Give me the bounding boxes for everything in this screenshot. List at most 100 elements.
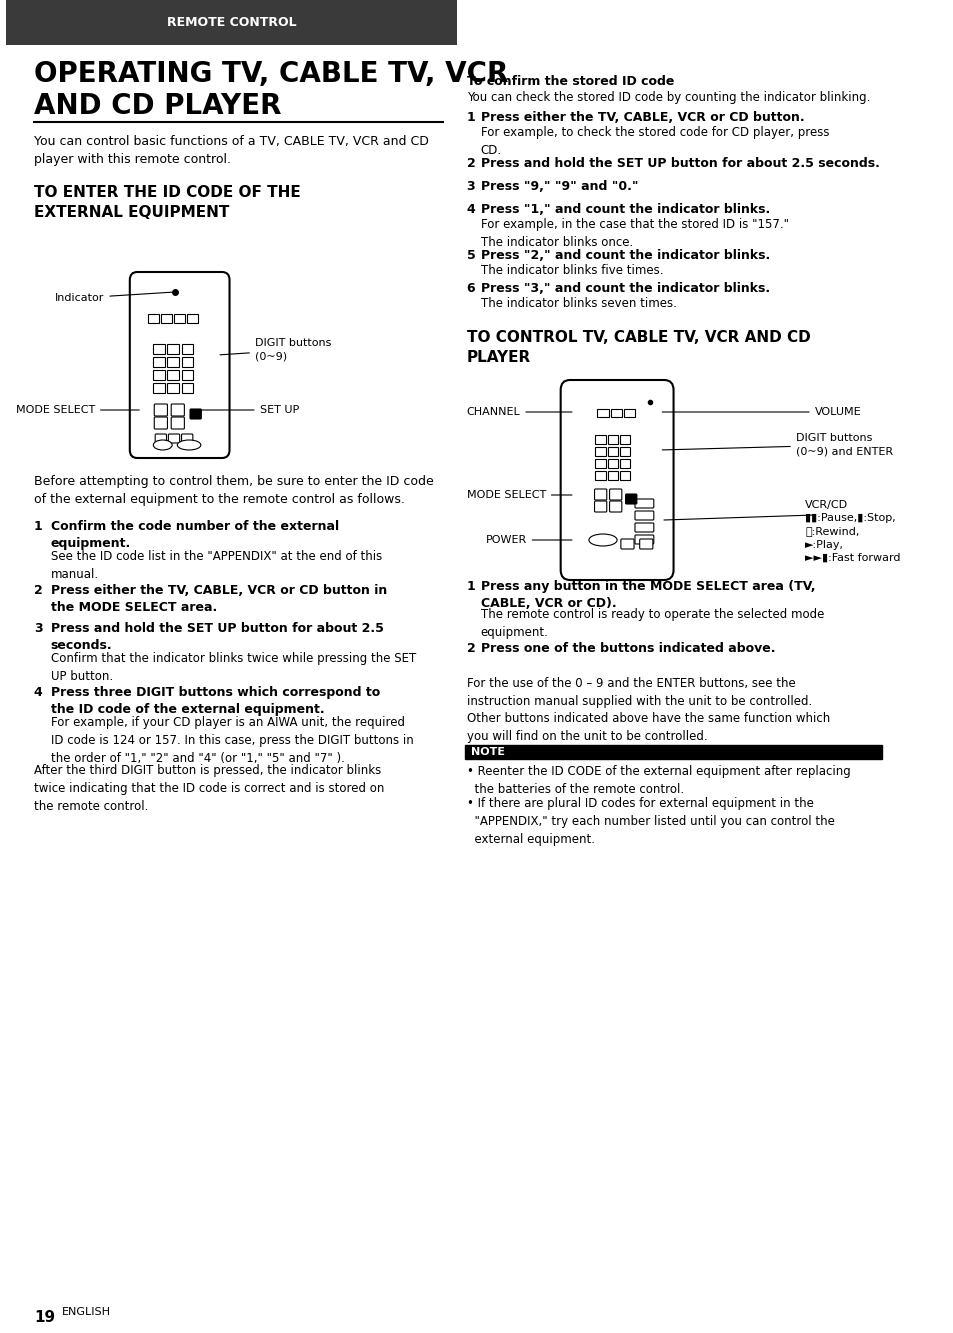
Text: CHANNEL: CHANNEL (466, 407, 572, 417)
Text: 3: 3 (33, 623, 43, 635)
Text: AND CD PLAYER: AND CD PLAYER (33, 92, 281, 120)
Text: VCR/CD
▮▮:Pause,▮:Stop,
⧗:Rewind,
►:Play,
►►▮:Fast forward: VCR/CD ▮▮:Pause,▮:Stop, ⧗:Rewind, ►:Play… (804, 500, 900, 563)
FancyBboxPatch shape (594, 501, 606, 512)
FancyBboxPatch shape (168, 357, 178, 367)
FancyBboxPatch shape (130, 272, 230, 459)
FancyBboxPatch shape (154, 417, 168, 429)
Text: You can check the stored ID code by counting the indicator blinking.: You can check the stored ID code by coun… (466, 91, 869, 104)
Text: REMOTE CONTROL: REMOTE CONTROL (167, 16, 296, 28)
FancyBboxPatch shape (171, 404, 184, 416)
FancyBboxPatch shape (168, 383, 178, 393)
FancyBboxPatch shape (161, 315, 172, 323)
FancyBboxPatch shape (609, 501, 621, 512)
Text: NOTE: NOTE (471, 746, 505, 757)
Text: The indicator blinks five times.: The indicator blinks five times. (480, 264, 662, 277)
FancyBboxPatch shape (607, 459, 618, 468)
Text: Press "9," "9" and "0.": Press "9," "9" and "0." (480, 180, 638, 193)
FancyBboxPatch shape (181, 435, 193, 443)
FancyBboxPatch shape (181, 371, 193, 380)
FancyBboxPatch shape (635, 511, 653, 520)
FancyBboxPatch shape (609, 489, 621, 500)
Text: 1: 1 (466, 111, 475, 124)
Ellipse shape (588, 535, 617, 547)
FancyBboxPatch shape (153, 357, 165, 367)
FancyBboxPatch shape (153, 344, 165, 355)
FancyBboxPatch shape (154, 404, 168, 416)
Text: Confirm the code number of the external
equipment.: Confirm the code number of the external … (51, 520, 338, 551)
Text: MODE SELECT: MODE SELECT (16, 405, 139, 415)
Text: OPERATING TV, CABLE TV, VCR: OPERATING TV, CABLE TV, VCR (33, 60, 508, 88)
Text: For example, in the case that the stored ID is "157."
The indicator blinks once.: For example, in the case that the stored… (480, 219, 788, 249)
Text: 5: 5 (466, 249, 475, 263)
FancyBboxPatch shape (639, 539, 652, 549)
Text: TO ENTER THE ID CODE OF THE
EXTERNAL EQUIPMENT: TO ENTER THE ID CODE OF THE EXTERNAL EQU… (33, 185, 300, 220)
Text: Press three DIGIT buttons which correspond to
the ID code of the external equipm: Press three DIGIT buttons which correspo… (51, 686, 379, 716)
Text: 4: 4 (466, 203, 475, 216)
Text: Indicator: Indicator (55, 292, 172, 303)
Text: For example, to check the stored code for CD player, press
CD.: For example, to check the stored code fo… (480, 127, 828, 157)
FancyBboxPatch shape (168, 435, 179, 443)
FancyBboxPatch shape (560, 380, 673, 580)
FancyBboxPatch shape (173, 315, 185, 323)
FancyBboxPatch shape (595, 459, 605, 468)
Text: ENGLISH: ENGLISH (62, 1306, 111, 1317)
FancyBboxPatch shape (635, 499, 653, 508)
FancyBboxPatch shape (635, 535, 653, 544)
Text: After the third DIGIT button is pressed, the indicator blinks
twice indicating t: After the third DIGIT button is pressed,… (33, 764, 384, 813)
Text: The indicator blinks seven times.: The indicator blinks seven times. (480, 297, 676, 311)
FancyBboxPatch shape (623, 409, 635, 417)
FancyBboxPatch shape (607, 471, 618, 480)
Text: Press either the TV, CABLE, VCR or CD button.: Press either the TV, CABLE, VCR or CD bu… (480, 111, 803, 124)
FancyBboxPatch shape (148, 315, 159, 323)
FancyBboxPatch shape (635, 523, 653, 532)
FancyBboxPatch shape (607, 435, 618, 444)
Text: Press either the TV, CABLE, VCR or CD button in
the MODE SELECT area.: Press either the TV, CABLE, VCR or CD bu… (51, 584, 387, 615)
Text: See the ID code list in the "APPENDIX" at the end of this
manual.: See the ID code list in the "APPENDIX" a… (51, 551, 381, 581)
FancyBboxPatch shape (595, 447, 605, 456)
Text: TO CONTROL TV, CABLE TV, VCR AND CD
PLAYER: TO CONTROL TV, CABLE TV, VCR AND CD PLAY… (466, 331, 809, 365)
FancyBboxPatch shape (6, 0, 456, 45)
Text: For example, if your CD player is an AIWA unit, the required
ID code is 124 or 1: For example, if your CD player is an AIW… (51, 716, 413, 765)
Text: 2: 2 (33, 584, 43, 597)
FancyBboxPatch shape (181, 383, 193, 393)
Text: Before attempting to control them, be sure to enter the ID code
of the external : Before attempting to control them, be su… (33, 475, 434, 507)
FancyBboxPatch shape (181, 357, 193, 367)
Text: MODE SELECT: MODE SELECT (466, 491, 572, 500)
Text: SET UP: SET UP (199, 405, 298, 415)
FancyBboxPatch shape (171, 417, 184, 429)
Text: Press any button in the MODE SELECT area (TV,
CABLE, VCR or CD).: Press any button in the MODE SELECT area… (480, 580, 815, 611)
Text: Other buttons indicated above have the same function which
you will find on the : Other buttons indicated above have the s… (466, 712, 829, 742)
FancyBboxPatch shape (168, 344, 178, 355)
FancyBboxPatch shape (597, 409, 608, 417)
FancyBboxPatch shape (187, 315, 198, 323)
FancyBboxPatch shape (464, 745, 882, 758)
FancyBboxPatch shape (168, 371, 178, 380)
Ellipse shape (153, 440, 172, 451)
FancyBboxPatch shape (619, 447, 630, 456)
Text: The remote control is ready to operate the selected mode
equipment.: The remote control is ready to operate t… (480, 608, 823, 639)
Text: • Reenter the ID CODE of the external equipment after replacing
  the batteries : • Reenter the ID CODE of the external eq… (466, 765, 849, 796)
Text: 19: 19 (33, 1310, 55, 1325)
FancyBboxPatch shape (190, 409, 201, 419)
FancyBboxPatch shape (619, 459, 630, 468)
Text: For the use of the 0 – 9 and the ENTER buttons, see the
instruction manual suppl: For the use of the 0 – 9 and the ENTER b… (466, 677, 811, 708)
Text: Press "3," and count the indicator blinks.: Press "3," and count the indicator blink… (480, 283, 769, 295)
Text: Press "1," and count the indicator blinks.: Press "1," and count the indicator blink… (480, 203, 769, 216)
Text: Press and hold the SET UP button for about 2.5 seconds.: Press and hold the SET UP button for abo… (480, 157, 879, 171)
FancyBboxPatch shape (181, 344, 193, 355)
Text: Confirm that the indicator blinks twice while pressing the SET
UP button.: Confirm that the indicator blinks twice … (51, 652, 416, 682)
FancyBboxPatch shape (619, 471, 630, 480)
Ellipse shape (177, 440, 201, 451)
Text: 2: 2 (466, 157, 475, 171)
Text: Press "2," and count the indicator blinks.: Press "2," and count the indicator blink… (480, 249, 769, 263)
FancyBboxPatch shape (625, 495, 637, 504)
Text: DIGIT buttons
(0~9) and ENTER: DIGIT buttons (0~9) and ENTER (661, 433, 892, 457)
Text: You can control basic functions of a TV, CABLE TV, VCR and CD
player with this r: You can control basic functions of a TV,… (33, 135, 428, 167)
Text: VOLUME: VOLUME (661, 407, 861, 417)
Text: POWER: POWER (485, 535, 572, 545)
Text: • If there are plural ID codes for external equipment in the
  "APPENDIX," try e: • If there are plural ID codes for exter… (466, 797, 834, 846)
Text: 1: 1 (466, 580, 475, 593)
FancyBboxPatch shape (153, 371, 165, 380)
FancyBboxPatch shape (620, 539, 634, 549)
FancyBboxPatch shape (595, 471, 605, 480)
